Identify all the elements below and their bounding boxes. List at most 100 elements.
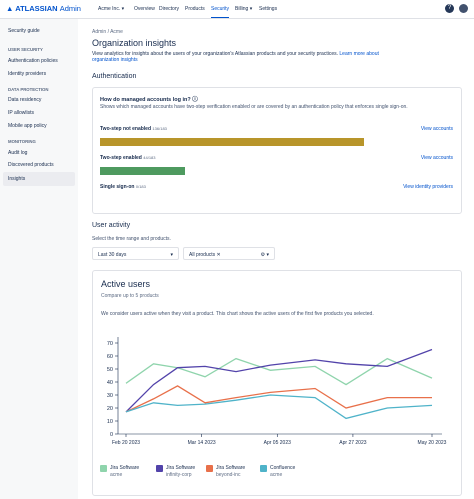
row-label-text: Single sign-on: [100, 184, 135, 190]
x-tick-label: Apr 05 2023: [264, 440, 291, 446]
nav-link[interactable]: Directory: [159, 6, 180, 12]
sidebar-item[interactable]: Mobile app policy: [8, 123, 47, 129]
top-nav: ▲ ATLASSIAN Admin Acme Inc. ▾ Overview D…: [0, 0, 474, 19]
series-line: [125, 394, 433, 420]
description-text: View analytics for insights about the us…: [92, 51, 338, 57]
help-icon[interactable]: ?: [445, 4, 454, 13]
x-tick-label: Feb 20 2023: [112, 440, 140, 446]
y-tick-label: 30: [107, 393, 113, 399]
logo[interactable]: ▲ ATLASSIAN Admin: [6, 4, 81, 13]
sidebar-heading: DATA PROTECTION: [8, 87, 49, 92]
count: 0: [135, 184, 139, 189]
sidebar-heading: MONITORING: [8, 139, 36, 144]
nav-link[interactable]: Products: [185, 6, 205, 12]
nav-link-active[interactable]: Security: [211, 6, 230, 18]
y-tick-label: 50: [107, 367, 113, 373]
card-description: Shows which managed accounts have two-st…: [100, 104, 408, 110]
y-tick-label: 40: [107, 380, 113, 386]
row-label-text: Two-step not enabled: [100, 126, 152, 132]
crumb[interactable]: Acme: [110, 29, 123, 35]
count: 136: [152, 126, 160, 131]
logo-text: ATLASSIAN: [15, 4, 58, 13]
y-tick-label: 0: [110, 432, 113, 438]
sidebar-item-active[interactable]: Insights: [3, 172, 75, 186]
series-line: [125, 348, 433, 413]
row-label: Single sign-on 0/183: [100, 184, 146, 190]
legend-site: beyond-inc: [216, 472, 241, 478]
nav-link[interactable]: Overview: [134, 6, 155, 12]
row-count: 0/183: [135, 184, 146, 189]
sidebar-item[interactable]: Identity providers: [8, 71, 47, 77]
avatar[interactable]: [459, 4, 468, 13]
row-label: Two-step enabled 44/183: [100, 155, 156, 161]
range-value: Last 30 days: [98, 252, 127, 258]
x-tick-label: Apr 27 2023: [339, 440, 366, 446]
legend-swatch: [206, 465, 213, 472]
card-title: How do managed accounts log in? ⓘ: [100, 97, 198, 103]
count: 44: [143, 155, 148, 160]
breadcrumb: Admin / Acme: [92, 29, 123, 35]
y-tick-label: 70: [107, 341, 113, 347]
section-heading: User activity: [92, 222, 131, 229]
product-value: All products: [189, 252, 216, 258]
series-line: [125, 385, 432, 413]
card-title: Active users: [101, 279, 151, 289]
product-name: Admin: [59, 4, 81, 13]
total: 183: [139, 184, 146, 189]
total: 183: [148, 155, 156, 160]
row-label-text: Two-step enabled: [100, 155, 142, 161]
nav-link[interactable]: Billing ▾: [235, 6, 253, 12]
sidebar-heading: USER SECURITY: [8, 47, 43, 52]
row-link[interactable]: View accounts: [420, 155, 453, 161]
legend-site: infinity-corp: [166, 472, 192, 478]
sidebar-item[interactable]: Data residency: [8, 97, 42, 103]
sidebar-item[interactable]: Audit log: [8, 150, 28, 156]
series-line: [125, 357, 433, 386]
row-link[interactable]: View accounts: [420, 126, 453, 132]
card-description: We consider users active when they visit…: [101, 311, 374, 317]
crumb[interactable]: Admin: [92, 29, 107, 35]
total: 183: [160, 126, 167, 131]
legend-swatch: [100, 465, 107, 472]
legend-label: Jira Software: [216, 465, 245, 471]
learn-more-link[interactable]: Learn more about organization insights: [92, 51, 379, 63]
ratio-bar: [100, 138, 364, 146]
sidebar-item[interactable]: Discovered products: [8, 162, 54, 168]
nav-link-text: Billing: [235, 6, 249, 12]
row-count: 44/183: [143, 155, 156, 160]
section-heading: Authentication: [92, 73, 137, 80]
card-subtitle: Compare up to 5 products: [101, 293, 159, 299]
product-select[interactable]: All products ✕ ⚙ ▾: [183, 247, 275, 260]
legend-label: Jira Software: [166, 465, 195, 471]
legend-label: Confluence: [270, 465, 296, 471]
page-title: Organization insights: [92, 38, 177, 48]
active-users-card: [92, 270, 462, 496]
x-tick-label: Mar 14 2023: [188, 440, 216, 446]
org-switcher[interactable]: Acme Inc. ▾: [98, 6, 125, 12]
nav-link[interactable]: Settings: [259, 6, 278, 12]
y-tick-label: 10: [107, 419, 113, 425]
legend-site: acme: [110, 472, 122, 478]
row-link[interactable]: View identity providers: [403, 184, 453, 190]
y-tick-label: 20: [107, 406, 113, 412]
row-label: Two-step not enabled 136/183: [100, 126, 167, 132]
sidebar-item[interactable]: IP allowlists: [8, 110, 35, 116]
range-select[interactable]: Last 30 days ▾: [92, 247, 179, 260]
y-tick-label: 60: [107, 354, 113, 360]
card-title-text: How do managed accounts log in?: [100, 97, 191, 103]
auth-card: [92, 87, 462, 214]
legend-swatch: [260, 465, 267, 472]
row-count: 136/183: [152, 126, 167, 131]
legend-swatch: [156, 465, 163, 472]
legend-site: acme: [270, 472, 282, 478]
section-hint: Select the time range and products.: [92, 236, 171, 242]
x-tick-label: May 20 2023: [418, 440, 447, 446]
sidebar-item[interactable]: Authentication policies: [8, 58, 58, 64]
legend-label: Jira Software: [110, 465, 139, 471]
sidebar-item[interactable]: Security guide: [8, 28, 40, 34]
page-description: View analytics for insights about the us…: [92, 51, 392, 63]
ratio-bar: [100, 167, 186, 175]
sidebar: [0, 19, 78, 499]
